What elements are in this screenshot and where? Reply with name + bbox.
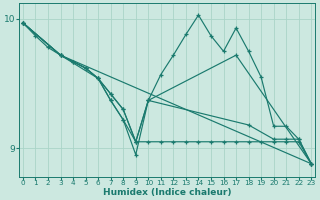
- X-axis label: Humidex (Indice chaleur): Humidex (Indice chaleur): [103, 188, 231, 197]
